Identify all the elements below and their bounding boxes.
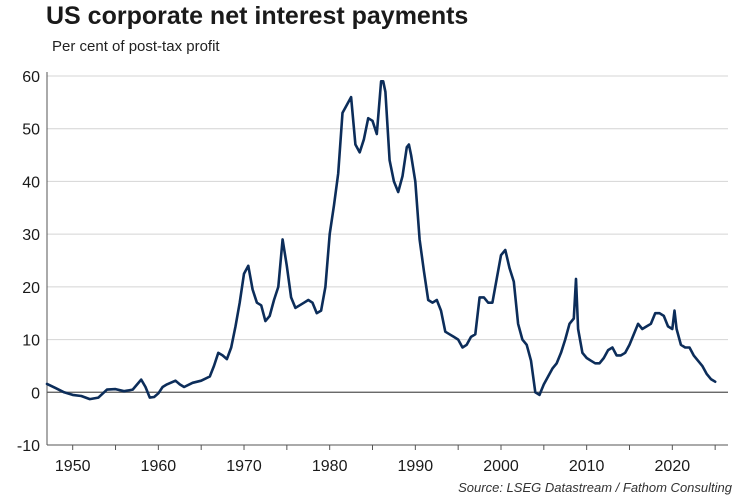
source-note: Source: LSEG Datastream / Fathom Consult… xyxy=(458,480,732,495)
y-tick-label: 0 xyxy=(31,385,40,402)
x-tick-label: 1950 xyxy=(55,458,91,475)
chart-subtitle: Per cent of post-tax profit xyxy=(52,38,220,55)
x-tick-labels: 1950 1960 1970 1980 1990 2000 2010 2020 xyxy=(55,458,690,475)
y-tick-label: 30 xyxy=(22,227,40,244)
x-tick-label: 1970 xyxy=(226,458,262,475)
y-tick-label: 20 xyxy=(22,280,40,297)
series-line xyxy=(45,80,717,401)
x-tick-label: 1960 xyxy=(141,458,177,475)
series-layer xyxy=(45,80,717,401)
x-tick-label: 1980 xyxy=(312,458,348,475)
y-tick-label: -10 xyxy=(17,438,40,455)
chart-title: US corporate net interest payments xyxy=(46,2,469,30)
y-tick-label: 40 xyxy=(22,174,40,191)
x-tick-label: 2010 xyxy=(569,458,605,475)
y-tick-label: 10 xyxy=(22,333,40,350)
x-tick-label: 1990 xyxy=(398,458,434,475)
x-tick-label: 2000 xyxy=(483,458,519,475)
y-tick-labels: -10 0 10 20 30 40 50 60 xyxy=(17,69,40,455)
y-tick-label: 50 xyxy=(22,122,40,139)
x-tick-label: 2020 xyxy=(655,458,691,475)
y-tick-label: 60 xyxy=(22,69,40,86)
